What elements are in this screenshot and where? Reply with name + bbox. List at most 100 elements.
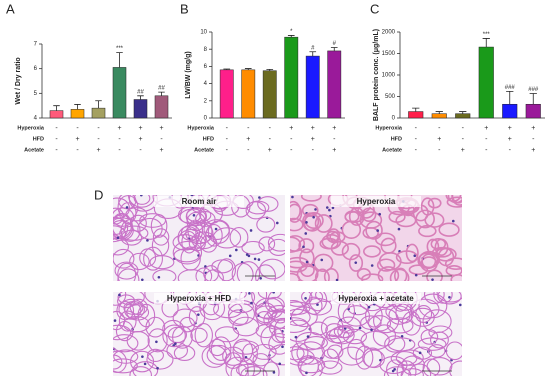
alveolus bbox=[225, 356, 249, 376]
y-tick-label: 6 bbox=[34, 66, 38, 72]
alveolus bbox=[446, 196, 462, 208]
treatment-name: HFD bbox=[391, 136, 402, 142]
alveolus bbox=[296, 341, 326, 365]
alveolus bbox=[229, 227, 249, 248]
alveolus bbox=[308, 292, 328, 312]
error-bar bbox=[506, 90, 514, 105]
alveolus bbox=[436, 292, 462, 303]
alveolus bbox=[303, 214, 322, 232]
alveolus bbox=[268, 333, 285, 355]
alveolus bbox=[361, 207, 377, 222]
y-tick-label: 10 bbox=[200, 30, 207, 36]
nucleus bbox=[249, 229, 253, 232]
nucleus bbox=[258, 196, 261, 199]
alveolus bbox=[267, 233, 285, 252]
alveolus bbox=[132, 361, 159, 376]
alveolus bbox=[321, 334, 343, 359]
alveolus bbox=[268, 238, 285, 256]
error-bar bbox=[95, 100, 102, 109]
alveolus bbox=[348, 254, 364, 272]
nucleus bbox=[143, 362, 147, 366]
error-bar bbox=[459, 111, 467, 114]
alveolus bbox=[194, 323, 213, 348]
significance-label: * bbox=[290, 29, 293, 35]
nucleus bbox=[325, 206, 329, 209]
alveolus bbox=[338, 346, 365, 366]
error-bar bbox=[137, 95, 144, 100]
treatment-sign: + bbox=[159, 125, 163, 132]
alveolus bbox=[167, 326, 187, 344]
panel-label: D bbox=[94, 187, 103, 202]
alveolus bbox=[129, 298, 148, 316]
alveolus bbox=[297, 356, 326, 374]
alveolus bbox=[222, 346, 245, 366]
nucleus bbox=[259, 276, 262, 280]
alveolus bbox=[179, 208, 207, 225]
bar bbox=[525, 103, 541, 119]
bar bbox=[241, 69, 256, 119]
treatment-sign: - bbox=[333, 136, 336, 143]
treatment-sign: + bbox=[531, 125, 535, 132]
treatment-sign: + bbox=[508, 136, 512, 143]
image-caption: Hyperoxia bbox=[357, 197, 396, 206]
alveolus bbox=[420, 329, 439, 345]
alveolus bbox=[113, 354, 123, 370]
alveolus bbox=[113, 324, 132, 341]
alveolus bbox=[147, 328, 168, 353]
nucleus bbox=[458, 303, 462, 307]
treatment-name: Hyperoxia bbox=[187, 125, 215, 131]
alveolus bbox=[422, 358, 441, 376]
alveolus bbox=[408, 363, 432, 376]
treatment-sign: - bbox=[532, 136, 535, 143]
alveolus bbox=[290, 300, 305, 316]
nucleus bbox=[253, 257, 257, 261]
nucleus bbox=[418, 351, 422, 355]
treatment-sign: + bbox=[75, 136, 79, 143]
alveolus bbox=[258, 236, 276, 252]
alveolus bbox=[445, 264, 462, 277]
alveolus bbox=[418, 293, 448, 319]
alveolus bbox=[252, 353, 270, 367]
alveolus bbox=[207, 220, 230, 244]
treatment-sign: - bbox=[97, 136, 100, 143]
alveolus bbox=[257, 292, 282, 300]
treatment-name: HFD bbox=[33, 136, 44, 142]
alveolus bbox=[383, 366, 412, 376]
alveolus bbox=[291, 342, 309, 364]
error-bar bbox=[74, 104, 81, 110]
caption-backdrop bbox=[154, 293, 244, 304]
alveolus bbox=[438, 222, 460, 237]
alveolus bbox=[146, 349, 174, 370]
alveolus bbox=[313, 253, 334, 273]
treatment-sign: + bbox=[289, 125, 293, 132]
y-axis-label: BALF protein conc. (μg/mL) bbox=[373, 29, 380, 121]
alveolus bbox=[185, 206, 208, 227]
bar bbox=[408, 111, 424, 119]
alveolus bbox=[259, 258, 285, 280]
alveolus bbox=[117, 262, 137, 281]
nucleus bbox=[378, 212, 381, 216]
alveolus bbox=[342, 328, 367, 345]
treatment-name: Acetate bbox=[194, 147, 214, 153]
treatment-sign: - bbox=[226, 125, 229, 132]
bar bbox=[154, 95, 169, 119]
alveolus bbox=[238, 357, 255, 376]
alveolus bbox=[384, 335, 406, 353]
alveolus bbox=[181, 230, 198, 254]
treatment-sign: + bbox=[332, 125, 336, 132]
nucleus bbox=[320, 258, 324, 262]
image-caption: Hyperoxia + acetate bbox=[338, 294, 414, 303]
alveolus bbox=[290, 319, 312, 343]
treatment-sign: + bbox=[246, 136, 250, 143]
alveolus bbox=[113, 358, 138, 374]
nucleus bbox=[140, 195, 143, 197]
alveolus bbox=[365, 220, 383, 240]
bar bbox=[478, 46, 494, 119]
alveolus bbox=[348, 207, 365, 226]
alveolus bbox=[130, 350, 155, 373]
treatment-sign: - bbox=[118, 136, 121, 143]
alveolus bbox=[212, 227, 242, 249]
bar bbox=[112, 67, 127, 119]
alveolus bbox=[195, 211, 216, 227]
